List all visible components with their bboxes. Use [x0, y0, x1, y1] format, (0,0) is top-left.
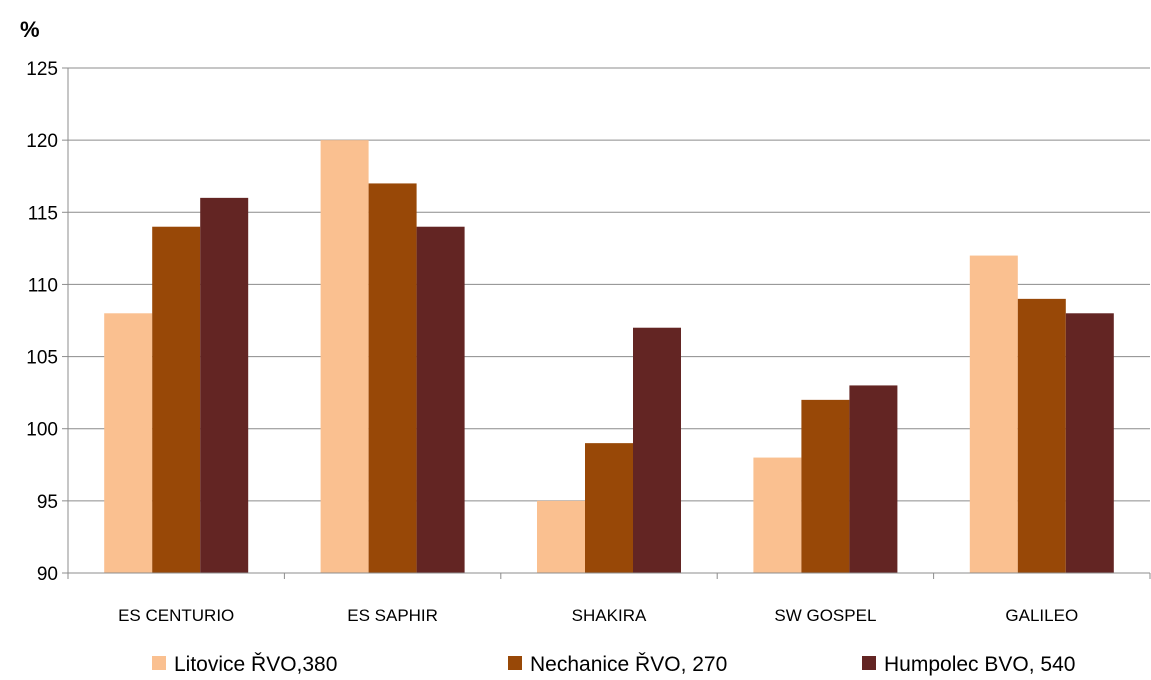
bar-2-2 [633, 327, 681, 573]
legend-swatch [862, 656, 876, 670]
y-tick-label: 125 [26, 59, 58, 80]
x-category-label: SHAKIRA [572, 606, 647, 625]
legend-label: Litovice ŘVO,380 [174, 653, 337, 676]
legend-label: Humpolec BVO, 540 [884, 653, 1075, 676]
bars [104, 140, 1114, 574]
bar-1-0 [320, 140, 369, 573]
bar-3-2 [849, 385, 898, 573]
x-category-labels: ES CENTURIO ES SAPHIR SHAKIRA SW GOSPEL GALI… [118, 606, 1078, 625]
x-category-label: SW GOSPEL [774, 606, 876, 625]
y-tick-label: 115 [28, 203, 58, 224]
bar-3-1 [801, 399, 850, 573]
legend-swatch [152, 656, 166, 670]
x-category-label: ES CENTURIO [118, 606, 234, 625]
y-tick-label: 100 [26, 420, 58, 441]
x-category-label: ES SAPHIR [347, 606, 438, 625]
bar-0-0 [104, 313, 153, 573]
bar-3-0 [753, 457, 802, 573]
gridlines [62, 67, 1150, 574]
bar-0-1 [152, 226, 201, 573]
bar-4-1 [1017, 298, 1066, 573]
y-tick-label: 105 [26, 348, 58, 369]
y-tick-labels: 90 95 100 105 110 115 120 125 [26, 59, 58, 585]
x-category-label: GALILEO [1005, 606, 1078, 625]
axes [67, 68, 1151, 579]
bar-4-0 [969, 255, 1018, 574]
bar-1-2 [416, 226, 465, 573]
y-tick-label: 90 [37, 564, 58, 585]
y-axis-unit-label: % [20, 17, 40, 42]
bar-2-0 [537, 500, 585, 573]
bar-0-2 [200, 197, 249, 573]
legend-swatch [508, 656, 522, 670]
bar-4-2 [1065, 313, 1114, 573]
legend-label: Nechanice ŘVO, 270 [530, 653, 727, 676]
legend: Litovice ŘVO,380 Nechanice ŘVO, 270 Humpol… [152, 653, 1075, 676]
y-tick-label: 110 [28, 275, 58, 296]
bar-1-1 [368, 183, 417, 573]
y-tick-label: 120 [26, 131, 58, 152]
bar-2-1 [585, 443, 633, 573]
y-tick-label: 95 [37, 492, 58, 513]
